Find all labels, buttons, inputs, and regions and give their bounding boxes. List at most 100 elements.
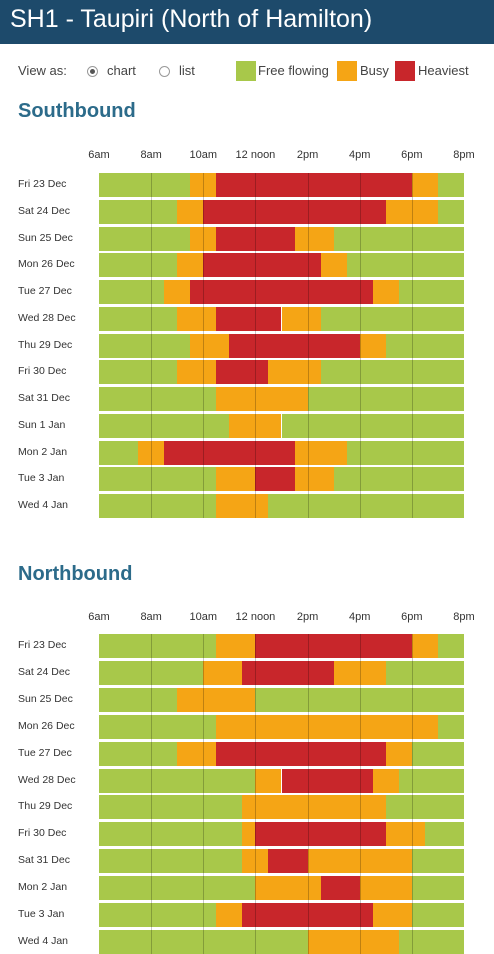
- traffic-segment: [216, 741, 386, 766]
- traffic-segment: [216, 387, 308, 411]
- x-tick-label: 8pm: [453, 611, 475, 623]
- list-radio[interactable]: [159, 66, 170, 77]
- traffic-segment: [203, 660, 243, 685]
- traffic-segment: [398, 929, 464, 954]
- grid-line: [255, 634, 257, 954]
- traffic-segment: [99, 634, 217, 658]
- traffic-segment: [346, 253, 464, 278]
- traffic-segment: [437, 173, 464, 197]
- day-label: Mon 26 Dec: [18, 258, 75, 271]
- traffic-segment: [255, 687, 464, 712]
- grid-line: [359, 634, 361, 954]
- traffic-segment: [229, 333, 360, 358]
- traffic-segment: [255, 768, 282, 793]
- traffic-segment: [99, 199, 178, 224]
- x-tick-label: 8pm: [453, 149, 475, 161]
- page-title: SH1 - Taupiri (North of Hamilton): [10, 5, 373, 33]
- grid-line: [203, 173, 205, 518]
- traffic-segment: [294, 467, 334, 492]
- traffic-segment: [99, 741, 178, 766]
- traffic-segment: [99, 714, 217, 739]
- x-tick-label: 6am: [88, 149, 110, 161]
- traffic-segment: [216, 306, 282, 331]
- traffic-segment: [320, 876, 360, 901]
- traffic-segment: [177, 741, 217, 766]
- traffic-segment: [138, 440, 165, 465]
- traffic-segment: [99, 387, 217, 411]
- traffic-segment: [268, 360, 321, 385]
- x-tick-label: 2pm: [296, 149, 319, 161]
- legend-label-heaviest: Heaviest: [418, 63, 469, 78]
- legend-swatch-free-flowing: [236, 61, 256, 81]
- traffic-segment: [307, 929, 399, 954]
- traffic-segment: [255, 822, 386, 847]
- x-tick-label: 12 noon: [235, 149, 276, 161]
- traffic-segment: [216, 360, 269, 385]
- traffic-segment: [307, 387, 464, 411]
- traffic-segment: [437, 199, 464, 224]
- traffic-segment: [333, 660, 386, 685]
- day-label: Thu 29 Dec: [18, 800, 73, 813]
- traffic-segment: [242, 903, 373, 927]
- traffic-segment: [385, 822, 425, 847]
- traffic-segment: [216, 494, 269, 518]
- traffic-segment: [281, 413, 464, 438]
- x-tick-label: 10am: [189, 149, 218, 161]
- southbound-title: Southbound: [18, 100, 136, 122]
- traffic-segment: [268, 849, 308, 874]
- traffic-segment: [203, 253, 321, 278]
- day-label: Fri 23 Dec: [18, 639, 67, 651]
- traffic-segment: [372, 903, 412, 927]
- day-label: Tue 3 Jan: [18, 472, 65, 485]
- traffic-segment: [99, 795, 243, 820]
- traffic-segment: [294, 226, 334, 251]
- traffic-segment: [216, 226, 295, 251]
- x-tick-label: 4pm: [349, 149, 371, 161]
- traffic-segment: [99, 333, 191, 358]
- traffic-segment: [411, 741, 464, 766]
- traffic-segment: [242, 795, 386, 820]
- chart-radio[interactable]: [87, 66, 98, 77]
- legend-label-free-flowing: Free flowing: [258, 63, 329, 78]
- grid-line: [307, 634, 309, 954]
- traffic-segment: [320, 360, 464, 385]
- traffic-segment: [216, 714, 438, 739]
- traffic-segment: [99, 306, 178, 331]
- traffic-segment: [424, 822, 464, 847]
- legend-swatch-heaviest: [395, 61, 415, 81]
- traffic-segment: [177, 687, 256, 712]
- day-label: Tue 27 Dec: [18, 746, 72, 759]
- traffic-segment: [99, 280, 165, 304]
- traffic-segment: [99, 226, 191, 251]
- traffic-segment: [268, 494, 464, 518]
- chart-radio-label[interactable]: chart: [107, 63, 136, 78]
- traffic-segment: [99, 413, 230, 438]
- list-radio-label[interactable]: list: [179, 63, 195, 78]
- traffic-segment: [255, 634, 412, 658]
- traffic-segment: [255, 467, 295, 492]
- traffic-segment: [411, 634, 438, 658]
- traffic-segment: [216, 173, 412, 197]
- header-bar: SH1 - Taupiri (North of Hamilton): [0, 0, 494, 44]
- traffic-segment: [190, 226, 217, 251]
- day-label: Fri 23 Dec: [18, 178, 67, 190]
- traffic-segment: [177, 199, 204, 224]
- day-label: Thu 29 Dec: [18, 338, 73, 351]
- day-label: Sat 24 Dec: [18, 665, 70, 678]
- traffic-segment: [99, 849, 243, 874]
- traffic-segment: [177, 360, 217, 385]
- grid-line: [307, 173, 309, 518]
- x-tick-label: 6pm: [401, 611, 423, 623]
- traffic-segment: [229, 413, 282, 438]
- traffic-segment: [164, 280, 191, 304]
- day-label: Wed 4 Jan: [18, 499, 69, 511]
- day-label: Sat 31 Dec: [18, 392, 70, 404]
- traffic-segment: [99, 253, 178, 278]
- traffic-segment: [177, 306, 217, 331]
- traffic-segment: [190, 333, 230, 358]
- x-tick-label: 12 noon: [235, 611, 276, 623]
- day-label: Wed 28 Dec: [18, 311, 76, 324]
- day-label: Sun 1 Jan: [18, 418, 66, 431]
- traffic-segment: [346, 440, 464, 465]
- traffic-segment: [99, 467, 217, 492]
